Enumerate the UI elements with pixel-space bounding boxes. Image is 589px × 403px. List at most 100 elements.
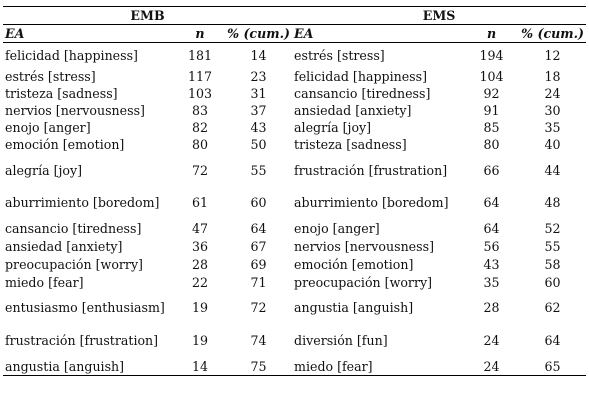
table-row: frustración [frustration] 19 74 diversió… (3, 324, 586, 357)
emb-pct-cell: 43 (250, 119, 267, 135)
table-row: alegría [joy] 72 55 frustración [frustra… (3, 154, 586, 186)
ems-n-cell: 43 (483, 256, 500, 272)
emb-ea-cell: frustración [frustration] (5, 333, 159, 348)
emotions-frequency-table: EMB EMS EA n % (cum.) EA n % (cum.) feli… (3, 6, 587, 376)
table-row: estrés [stress] 117 23 felicidad [happin… (3, 68, 586, 85)
ems-ea-cell: tristeza [sadness] (294, 137, 407, 152)
ems-ea-cell: estrés [stress] (294, 48, 385, 63)
emb-n-cell: 83 (191, 102, 209, 118)
ems-ea-cell: alegría [joy] (294, 119, 372, 135)
emb-n-cell: 47 (191, 220, 209, 236)
emb-ea-cell: aburrimiento [boredom] (5, 195, 160, 210)
emb-n-cell: 19 (191, 300, 209, 315)
emb-ea-cell: ansiedad [anxiety] (5, 238, 123, 254)
ems-pct-cell: 44 (544, 162, 561, 178)
emb-n-header: n (175, 24, 225, 43)
ems-ea-header: EA (292, 24, 465, 43)
ems-n-cell: 64 (483, 220, 500, 236)
table-row: entusiasmo [enthusiasm] 19 72 angustia [… (3, 291, 586, 324)
emb-ea-cell: angustia [anguish] (3, 357, 175, 376)
ems-ea-cell: cansancio [tiredness] (294, 85, 431, 101)
emb-n-cell: 14 (175, 357, 225, 376)
ems-pct-cell: 65 (519, 357, 587, 376)
ems-ea-cell: aburrimiento [boredom] (294, 195, 449, 210)
ems-pct-cell: 48 (544, 195, 561, 210)
ems-n-cell: 66 (483, 162, 500, 178)
ems-ea-cell: preocupación [worry] (294, 274, 433, 290)
ems-n-cell: 194 (479, 48, 504, 63)
emb-ea-cell: miedo [fear] (5, 274, 84, 290)
table-row: ansiedad [anxiety] 36 67 nervios [nervou… (3, 237, 586, 255)
emb-n-cell: 117 (187, 69, 213, 84)
ems-n-cell: 104 (479, 69, 504, 84)
emb-n-cell: 36 (191, 238, 209, 254)
ems-pct-cell: 52 (544, 220, 561, 236)
table-row: nervios [nervousness] 83 37 ansiedad [an… (3, 101, 586, 119)
emb-ea-cell: tristeza [sadness] (5, 85, 118, 101)
emb-pct-header: % (cum.) (225, 24, 293, 43)
emb-n-cell: 28 (191, 256, 209, 272)
emb-pct-cell: 67 (250, 238, 267, 254)
ems-pct-cell: 40 (544, 137, 561, 152)
emb-n-cell: 72 (191, 162, 209, 178)
table-row: tristeza [sadness] 103 31 cansancio [tir… (3, 85, 586, 101)
table-row: miedo [fear] 22 71 preocupación [worry] … (3, 273, 586, 291)
ems-n-cell: 35 (483, 274, 500, 290)
ems-ea-cell: diversión [fun] (294, 333, 388, 348)
ems-ea-cell: felicidad [happiness] (294, 69, 428, 84)
emb-ea-header: EA (3, 24, 175, 43)
ems-n-header: n (464, 24, 520, 43)
emb-pct-cell: 71 (250, 274, 267, 290)
emb-n-cell: 181 (187, 48, 213, 63)
ems-ea-cell: miedo [fear] (292, 357, 465, 376)
table-row: enojo [anger] 82 43 alegría [joy] 85 35 (3, 119, 586, 135)
emb-n-cell: 80 (191, 137, 209, 152)
ems-n-cell: 28 (483, 300, 500, 315)
emb-pct-cell: 50 (250, 137, 267, 152)
ems-pct-cell: 30 (544, 102, 561, 118)
table-row: preocupación [worry] 28 69 emoción [emot… (3, 255, 586, 273)
emb-pct-cell: 60 (250, 195, 267, 210)
ems-pct-cell: 24 (544, 85, 561, 101)
emb-ea-cell: alegría [joy] (5, 162, 83, 178)
emb-pct-cell: 31 (250, 85, 267, 101)
ems-ea-cell: nervios [nervousness] (294, 238, 434, 254)
ems-ea-cell: ansiedad [anxiety] (294, 102, 412, 118)
emb-n-cell: 19 (191, 333, 209, 348)
ems-pct-cell: 62 (544, 300, 561, 315)
ems-n-cell: 92 (483, 85, 500, 101)
emb-pct-cell: 55 (250, 162, 267, 178)
ems-n-cell: 91 (483, 102, 500, 118)
emb-pct-cell: 23 (250, 69, 267, 84)
ems-n-cell: 85 (483, 119, 500, 135)
ems-ea-cell: enojo [anger] (294, 220, 380, 236)
ems-n-cell: 56 (483, 238, 500, 254)
emb-ea-cell: nervios [nervousness] (5, 102, 145, 118)
emb-group-header: EMB (3, 6, 293, 25)
ems-pct-cell: 60 (544, 274, 561, 290)
ems-ea-cell: angustia [anguish] (294, 300, 414, 315)
ems-pct-header: % (cum.) (519, 24, 587, 43)
group-header-row: EMB EMS (3, 6, 587, 25)
ems-pct-cell: 55 (544, 238, 561, 254)
column-header-row: EA n % (cum.) EA n % (cum.) (3, 24, 587, 43)
ems-pct-cell: 35 (544, 119, 561, 135)
emb-n-cell: 61 (191, 195, 209, 210)
emb-n-cell: 82 (191, 119, 209, 135)
table-row: felicidad [happiness] 181 14 estrés [str… (3, 43, 586, 69)
ems-pct-cell: 18 (544, 69, 561, 84)
emb-ea-cell: enojo [anger] (5, 119, 91, 135)
ems-group-header: EMS (292, 6, 587, 25)
ems-n-cell: 24 (483, 333, 500, 348)
ems-pct-cell: 64 (544, 333, 561, 348)
table-row: emoción [emotion] 80 50 tristeza [sadnes… (3, 135, 586, 154)
ems-n-cell: 64 (483, 195, 500, 210)
emb-n-cell: 22 (191, 274, 209, 290)
emb-ea-cell: cansancio [tiredness] (5, 220, 142, 236)
emb-pct-cell: 74 (250, 333, 267, 348)
emb-n-cell: 103 (187, 85, 213, 101)
ems-n-cell: 24 (464, 357, 520, 376)
emb-ea-cell: emoción [emotion] (5, 137, 125, 152)
emb-ea-cell: felicidad [happiness] (5, 48, 138, 63)
